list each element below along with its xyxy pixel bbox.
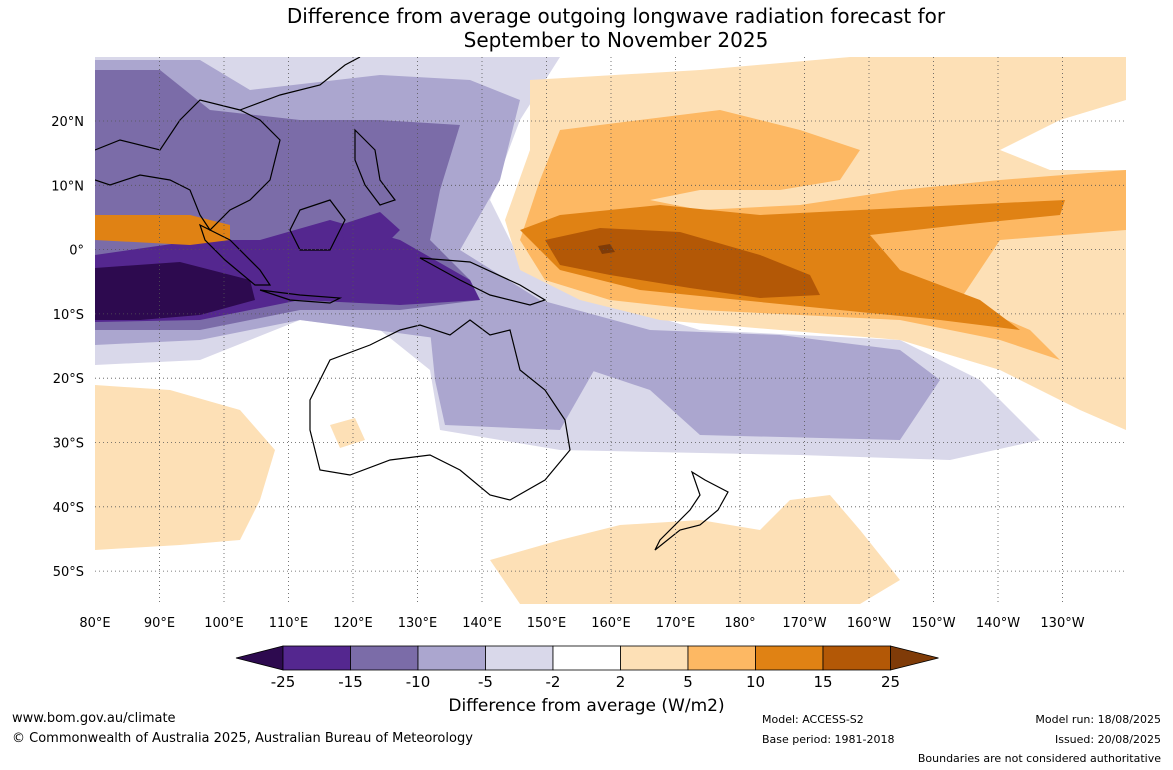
longitude-tick-labels: 80°E 90°E 100°E 110°E 120°E 130°E 140°E 150°E 16… (79, 616, 1084, 631)
issued-date: Issued: 20/08/2025 (1054, 733, 1161, 746)
latitude-tick-label: 30°S (53, 437, 84, 452)
latitude-tick-label: 40°S (53, 501, 84, 516)
longitude-tick-label: 110°E (269, 616, 309, 631)
anomaly-region-plus2-south (490, 495, 900, 604)
website-link[interactable]: www.bom.gov.au/climate (12, 711, 176, 726)
boundary-disclaimer: Boundaries are not considered authoritat… (917, 752, 1161, 765)
longitude-tick-label: 150°E (527, 616, 567, 631)
latitude-tick-label: 10°S (53, 308, 84, 323)
new-zealand-coastline (654, 470, 729, 551)
colorbar-tick-labels: -25 -15 -10 -5 -2 2 5 10 15 25 (271, 673, 900, 691)
model-run-date: Model run: 18/08/2025 (1035, 713, 1161, 726)
model-name: Model: ACCESS-S2 (762, 713, 864, 726)
anomaly-region-plus2-aus (330, 418, 365, 448)
colorbar-tick-label: -2 (546, 673, 561, 691)
colorbar-tick-label: 10 (746, 673, 765, 691)
new-guinea-coastline (419, 257, 547, 306)
anomaly-region-minus15-b (340, 212, 400, 250)
anomaly-region-minus25 (95, 262, 255, 320)
base-period: Base period: 1981-2018 (762, 733, 895, 746)
latitude-tick-label: 20°N (51, 115, 84, 130)
philippines-coastline (354, 128, 396, 206)
longitude-tick-label: 80°E (79, 616, 110, 631)
colorbar-tick-label: -10 (406, 673, 431, 691)
anomaly-region-minus5-b (430, 320, 600, 430)
longitude-tick-label: 160°W (847, 616, 891, 631)
longitude-tick-label: 150°W (911, 616, 955, 631)
longitude-tick-label: 170°E (656, 616, 696, 631)
latitude-tick-label: 10°N (51, 179, 84, 194)
sumatra-coastline (198, 223, 272, 286)
latitude-tick-label: 20°S (53, 372, 84, 387)
longitude-tick-label: 90°E (144, 616, 175, 631)
olr-anomaly-map: 80°E 90°E 100°E 110°E 120°E 130°E 140°E 150°E 16… (51, 57, 1126, 631)
australia-coastline (309, 319, 571, 501)
colorbar-label: Difference from average (W/m2) (448, 696, 725, 716)
title-line-1: Difference from average outgoing longwav… (286, 4, 946, 28)
colorbar-tick-label: 5 (683, 673, 693, 691)
longitude-tick-label: 100°E (204, 616, 244, 631)
java-coastline (259, 289, 343, 304)
map-title: Difference from average outgoing longwav… (0, 4, 1173, 52)
colorbar-tick-label: -5 (478, 673, 493, 691)
borneo-coastline (289, 199, 346, 251)
latitude-tick-labels: 20°N 10°N 0° 10°S 20°S 30°S 40°S 50°S (51, 115, 84, 580)
longitude-tick-label: 120°E (333, 616, 373, 631)
colorbar-tick-label: 15 (813, 673, 832, 691)
longitude-tick-label: 140°E (462, 616, 502, 631)
coastlines (95, 57, 729, 551)
longitude-tick-label: 180° (724, 616, 755, 631)
longitude-tick-label: 130°W (1040, 616, 1084, 631)
copyright-text: © Commonwealth of Australia 2025, Austra… (12, 731, 473, 746)
colorbar-tick-label: 25 (881, 673, 900, 691)
colorbar-tick-label: -15 (338, 673, 363, 691)
china-coastline (239, 57, 361, 111)
longitude-tick-label: 140°W (976, 616, 1020, 631)
anomaly-field (95, 57, 1126, 604)
anomaly-region-plus10-west (95, 215, 230, 245)
mainland-asia-coastline (95, 99, 281, 231)
title-line-2: September to November 2025 (463, 28, 769, 52)
colorbar-tick-label: 2 (616, 673, 626, 691)
longitude-tick-label: 130°E (398, 616, 438, 631)
anomaly-region-plus2-sw (95, 385, 275, 550)
longitude-tick-label: 170°W (782, 616, 826, 631)
colorbar-tick-label: -25 (271, 673, 296, 691)
anomaly-region-plus15 (545, 228, 820, 298)
anomaly-region-plus25 (598, 244, 615, 254)
latitude-tick-label: 50°S (53, 565, 84, 580)
latitude-tick-label: 0° (69, 244, 84, 259)
longitude-tick-label: 160°E (591, 616, 631, 631)
